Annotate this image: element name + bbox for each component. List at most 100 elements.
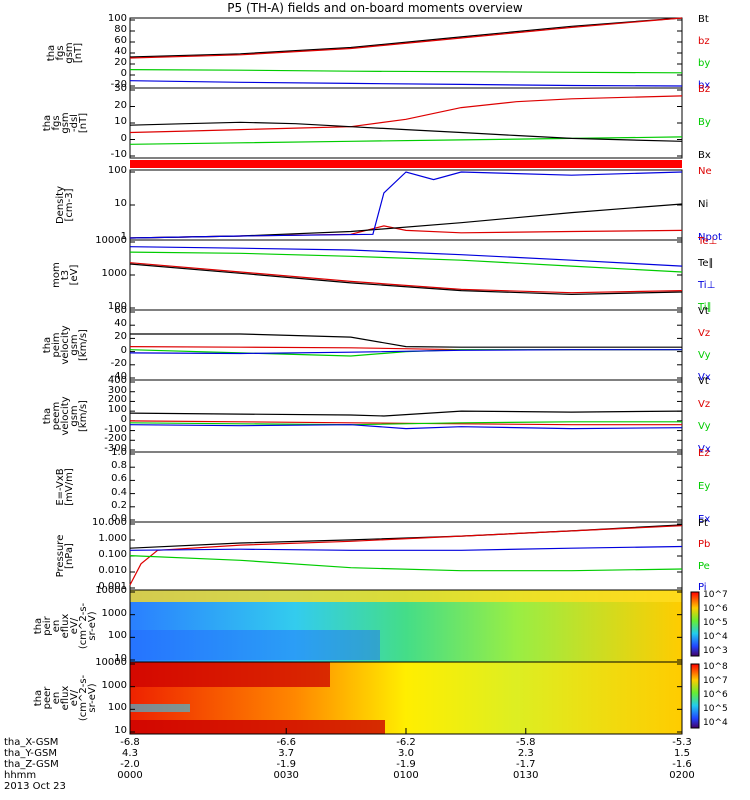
y-tick-label: 0.8 bbox=[111, 460, 127, 472]
series-line bbox=[129, 424, 683, 430]
y-tick-label: 30 bbox=[114, 83, 127, 94]
y-tick-label: 0.4 bbox=[111, 486, 127, 498]
legend-entry: Ti⊥ bbox=[698, 280, 716, 291]
series-line bbox=[130, 333, 682, 348]
legend-entry: Vy bbox=[698, 421, 711, 433]
x-tick-label: -5.8 bbox=[516, 737, 536, 748]
figure-title: P5 (TH-A) fields and on-board moments ov… bbox=[227, 1, 523, 15]
panel-frame bbox=[129, 169, 683, 241]
series-line bbox=[129, 17, 683, 58]
panel-frame bbox=[129, 17, 683, 89]
colorbar bbox=[690, 591, 700, 657]
panel-frame bbox=[129, 379, 683, 453]
series-line bbox=[129, 410, 683, 417]
spectrogram-band-low bbox=[130, 630, 380, 660]
ephemeris-row-label: tha_X-GSM bbox=[4, 737, 59, 748]
legend-entry: Vt bbox=[698, 376, 709, 387]
legend-entry: Bt bbox=[698, 14, 709, 25]
y-tick-label: 100 bbox=[107, 13, 127, 24]
y-tick-label: 0.0 bbox=[111, 513, 127, 524]
legend-entry: Ex bbox=[698, 514, 711, 525]
colorbar-label: 10^5 bbox=[703, 704, 728, 714]
y-tick-label: 40 bbox=[114, 46, 127, 57]
legend-entry: By bbox=[698, 117, 711, 128]
series-line bbox=[129, 136, 683, 145]
y-tick-label: -20 bbox=[110, 79, 127, 90]
series-line bbox=[129, 171, 683, 239]
y-tick-label: 0.001 bbox=[98, 581, 127, 592]
colorbar-label: 10^5 bbox=[703, 618, 728, 628]
legend-entry: Vx bbox=[698, 372, 711, 383]
y-axis-label: tha peer en eflux eV/ (cm^2-s- sr-eV) bbox=[32, 674, 98, 722]
y-axis-label: tha fgs gsm [nT] bbox=[46, 42, 84, 64]
x-tick-label: 0130 bbox=[513, 770, 539, 781]
y-axis-label: Density [cm-3] bbox=[55, 185, 75, 225]
y-tick-label: 10 bbox=[114, 725, 127, 736]
colorbar-label: 10^3 bbox=[703, 646, 728, 656]
colorbar bbox=[690, 663, 700, 729]
x-tick-label: 2.3 bbox=[517, 748, 534, 759]
series-line bbox=[129, 17, 683, 59]
y-tick-label: -200 bbox=[104, 433, 127, 445]
x-tick-label: 0000 bbox=[117, 770, 143, 781]
x-tick-label: -6.8 bbox=[120, 737, 140, 748]
x-tick-label: -6.6 bbox=[276, 737, 296, 748]
series-line bbox=[129, 251, 683, 273]
y-axis-label: tha peim velocity gsm [km/s] bbox=[41, 325, 89, 365]
y-tick-label: 10 bbox=[114, 198, 127, 209]
y-tick-label: 1.000 bbox=[98, 533, 127, 544]
y-tick-label: 300 bbox=[107, 384, 127, 396]
y-tick-label: 1000 bbox=[101, 607, 127, 619]
x-tick-label: 0200 bbox=[669, 770, 695, 781]
y-tick-label: 0 bbox=[120, 413, 127, 425]
x-tick-label: -1.7 bbox=[516, 759, 536, 770]
series-line bbox=[129, 69, 683, 74]
y-tick-label: -10 bbox=[110, 149, 127, 160]
panel-frame bbox=[129, 521, 683, 591]
separator-bar bbox=[130, 160, 682, 168]
series-line bbox=[129, 263, 683, 296]
x-tick-label: 0100 bbox=[393, 770, 419, 781]
x-tick-label: -5.3 bbox=[672, 737, 692, 748]
legend-entry: Npot bbox=[698, 232, 722, 243]
y-tick-label: 1.0 bbox=[111, 447, 127, 458]
ephemeris-row-label: 2013 Oct 23 bbox=[4, 781, 66, 792]
y-tick-label: 80 bbox=[114, 24, 127, 35]
x-tick-label: 1.5 bbox=[674, 748, 690, 759]
y-tick-label: 0.2 bbox=[111, 499, 127, 511]
y-axis-label: tha peir en eflux eV/ (cm^2-s- sr-eV) bbox=[32, 602, 98, 650]
colorbar-label: 10^7 bbox=[703, 590, 728, 600]
y-tick-label: 0 bbox=[120, 68, 127, 79]
legend-entry: Te⊥ bbox=[698, 236, 718, 247]
y-tick-label: 10 bbox=[114, 653, 127, 664]
colorbar-label: 10^8 bbox=[703, 662, 728, 672]
colorbar-label: 10^6 bbox=[703, 690, 728, 700]
colorbar-label: 10^6 bbox=[703, 604, 728, 614]
legend-entry: Pb bbox=[698, 539, 711, 551]
y-tick-label: 0 bbox=[120, 132, 127, 144]
x-tick-label: -2.0 bbox=[120, 759, 140, 770]
panel-frame bbox=[129, 451, 683, 523]
series-line bbox=[129, 95, 683, 134]
legend-entry: bz bbox=[698, 36, 710, 47]
y-tick-label: 1 bbox=[120, 231, 127, 242]
legend-entry: Te∥ bbox=[698, 258, 714, 269]
y-tick-label: -20 bbox=[110, 357, 127, 369]
legend-entry: by bbox=[698, 58, 711, 69]
y-axis-label: mom t3 [eV] bbox=[50, 262, 80, 288]
y-tick-label: 10000 bbox=[95, 585, 127, 596]
y-axis-label: Pressure [nPa] bbox=[55, 534, 75, 578]
legend-entry: Vx bbox=[698, 444, 711, 455]
series-line bbox=[129, 121, 683, 142]
y-axis-label: tha peem velocity gsm [km/s] bbox=[41, 396, 89, 436]
x-tick-label: 3.7 bbox=[278, 748, 295, 759]
y-tick-label: 20 bbox=[114, 331, 127, 343]
ephemeris-row-label: tha_Z-GSM bbox=[4, 759, 59, 770]
y-tick-label: 40 bbox=[114, 318, 127, 330]
y-tick-label: 100 bbox=[107, 630, 127, 642]
spectrogram-band-low bbox=[130, 720, 385, 734]
colorbar-label: 10^4 bbox=[703, 632, 728, 642]
y-tick-label: 0.6 bbox=[111, 473, 127, 485]
series-line bbox=[129, 525, 683, 586]
x-tick-label: -1.9 bbox=[396, 759, 416, 770]
